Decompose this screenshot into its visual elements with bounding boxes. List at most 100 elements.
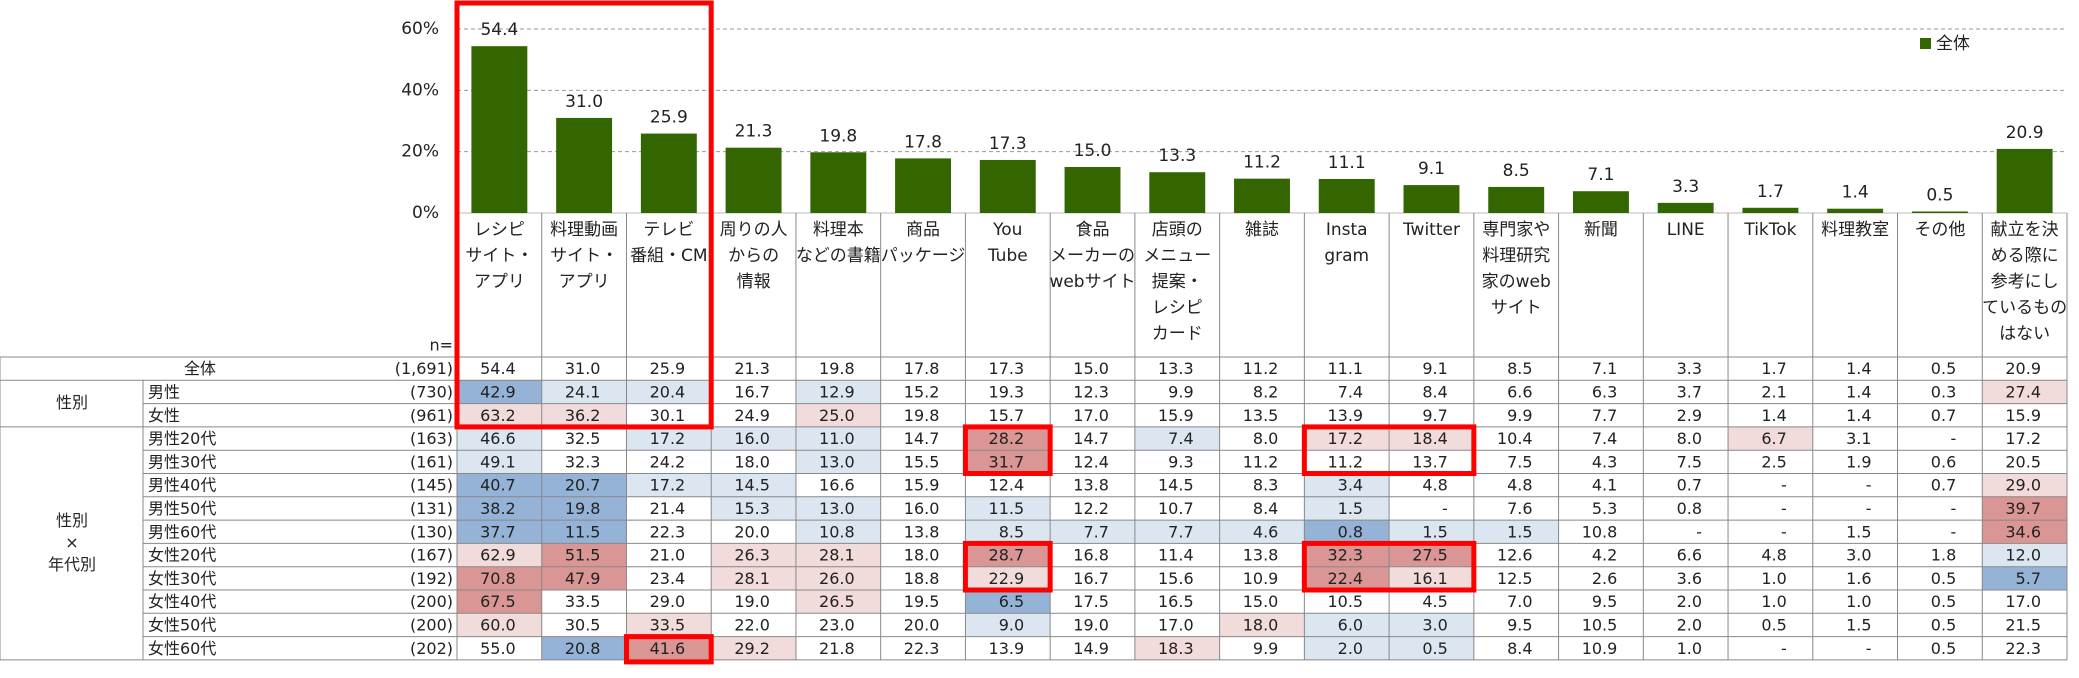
table-cell: 1.4 — [1761, 406, 1786, 425]
table-cell: 9.9 — [1168, 382, 1193, 401]
value-label: 17.3 — [989, 134, 1027, 154]
table-cell: 1.5 — [1422, 522, 1447, 541]
table-cell: 0.5 — [1931, 639, 1956, 658]
bar — [810, 152, 867, 213]
x-tick-label: 献立を決 — [1991, 220, 2059, 240]
table-cell: 67.5 — [480, 592, 516, 611]
highlight-box — [623, 634, 714, 665]
value-label: 7.1 — [1587, 165, 1614, 185]
cell-shade — [711, 636, 796, 660]
table-cell: 37.7 — [480, 522, 516, 541]
bar — [471, 46, 528, 213]
row-n: (961) — [410, 406, 453, 425]
value-label: 15.0 — [1074, 141, 1112, 161]
table-cell: 11.2 — [1243, 452, 1279, 471]
x-tick-label: 提案・ — [1152, 272, 1203, 292]
table-cell: 55.0 — [480, 639, 516, 658]
cell-shade — [626, 380, 712, 404]
table-cell: 6.7 — [1761, 429, 1786, 448]
x-tick-label: メーカーの — [1050, 246, 1135, 266]
row-label: 女性40代 — [148, 592, 216, 611]
table-cell: 40.7 — [480, 476, 516, 495]
x-tick-label: 周りの人 — [720, 220, 788, 240]
value-label: 8.5 — [1503, 161, 1530, 181]
x-tick-label: 家のweb — [1482, 272, 1551, 292]
cell-shade — [965, 543, 1051, 567]
cell-shade — [795, 426, 881, 451]
table-cell: 8.0 — [1253, 429, 1278, 448]
table-cell: 0.5 — [1761, 615, 1786, 634]
table-cell: 15.3 — [734, 499, 770, 518]
table-cell: 15.6 — [1158, 569, 1194, 588]
bar — [1403, 185, 1460, 213]
table-cell: 0.7 — [1677, 476, 1702, 495]
cell-shade — [1389, 636, 1474, 660]
row-n: (130) — [410, 522, 453, 541]
table-cell: 13.8 — [1243, 546, 1279, 565]
cell-shade — [795, 403, 881, 427]
table-cell: 16.5 — [1158, 592, 1194, 611]
table-cell: 0.7 — [1931, 406, 1956, 425]
table-cell: 3.4 — [1338, 476, 1363, 495]
cell-shade — [626, 426, 712, 451]
table-cell: 70.8 — [480, 569, 516, 588]
table-cell: 12.4 — [1073, 452, 1109, 471]
table-cell: 3.3 — [1677, 359, 1702, 378]
value-label: 9.1 — [1418, 159, 1445, 179]
table-cell: 30.1 — [650, 406, 686, 425]
row-n: (200) — [410, 615, 453, 634]
table-cell: 22.3 — [2005, 639, 2041, 658]
table-cell: 29.2 — [734, 639, 770, 658]
table-cell: 22.0 — [734, 615, 770, 634]
table-cell: 9.5 — [1507, 615, 1532, 634]
x-tick-label: 料理教室 — [1821, 220, 1889, 240]
table-cell: 27.5 — [1412, 546, 1448, 565]
cell-shade — [965, 590, 1051, 614]
table-cell: 15.7 — [989, 406, 1025, 425]
table-cell: 22.4 — [1327, 569, 1363, 588]
x-tick-label: などの書籍 — [796, 246, 881, 266]
table-cell: 16.1 — [1412, 569, 1448, 588]
x-tick-label: サイト・ — [550, 246, 618, 266]
cell-shade — [1982, 520, 2067, 544]
cell-shade — [457, 590, 542, 614]
table-cell: 18.8 — [904, 569, 940, 588]
cell-shade — [541, 520, 627, 544]
legend-swatch — [1920, 38, 1931, 49]
table-cell: - — [1781, 639, 1787, 658]
table-cell: 7.7 — [1083, 522, 1108, 541]
table-cell: 22.9 — [989, 569, 1025, 588]
table-cell: 17.2 — [2005, 429, 2041, 448]
table-cell: 13.8 — [1073, 476, 1109, 495]
table-cell: - — [1696, 522, 1702, 541]
table-cell: 11.0 — [819, 429, 855, 448]
table-cell: 49.1 — [480, 452, 516, 471]
cell-shade — [795, 543, 881, 567]
table-cell: 33.5 — [565, 592, 601, 611]
table-cell: 20.9 — [2005, 359, 2041, 378]
x-tick-label: テレビ — [643, 220, 694, 240]
table-cell: 3.6 — [1677, 569, 1702, 588]
table-cell: 22.3 — [650, 522, 686, 541]
row-n: (192) — [410, 569, 453, 588]
x-tick-label: 情報 — [737, 272, 771, 292]
table-cell: 2.9 — [1677, 406, 1702, 425]
x-tick-label: アプリ — [559, 272, 610, 292]
cell-shade — [1982, 380, 2067, 404]
table-cell: 14.7 — [1073, 429, 1109, 448]
table-cell: 9.3 — [1168, 452, 1193, 471]
table-cell: 6.5 — [999, 592, 1024, 611]
table-cell: 23.0 — [819, 615, 855, 634]
value-label: 54.4 — [480, 20, 518, 40]
table-cell: 9.9 — [1253, 639, 1278, 658]
table-cell: - — [1442, 499, 1448, 518]
table-cell: 1.4 — [1846, 406, 1871, 425]
table-cell: - — [1781, 522, 1787, 541]
table-cell: 16.0 — [904, 499, 940, 518]
row-label: 男性30代 — [148, 452, 216, 471]
table-cell: 4.8 — [1761, 546, 1786, 565]
row-label: 女性60代 — [148, 639, 216, 658]
cell-shade — [457, 520, 542, 544]
